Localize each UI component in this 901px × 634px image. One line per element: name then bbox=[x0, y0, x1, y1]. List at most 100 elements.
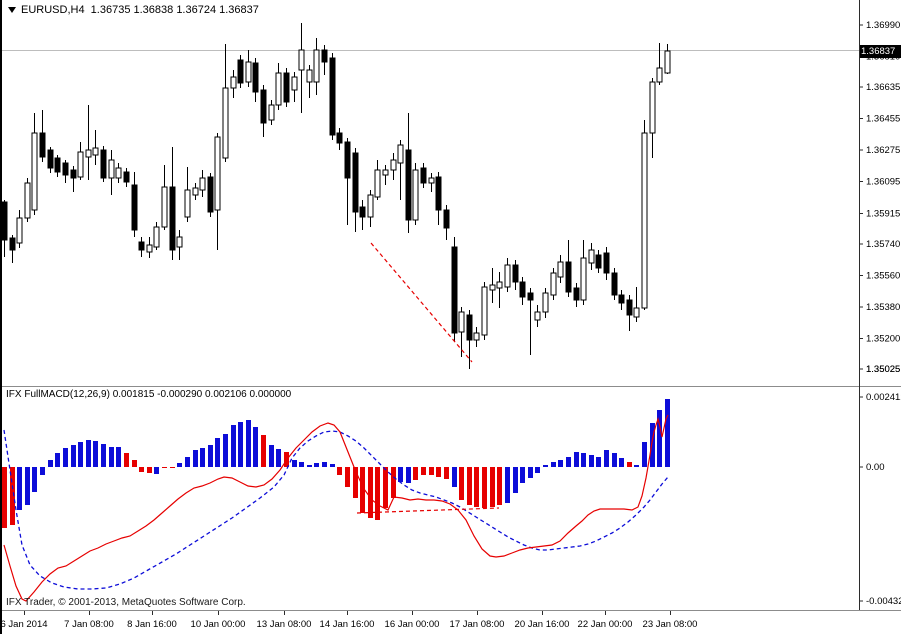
macd-bar bbox=[276, 449, 281, 467]
macd-bar bbox=[459, 467, 464, 501]
macd-bar bbox=[253, 427, 258, 467]
candlestick bbox=[252, 57, 259, 103]
candlestick bbox=[47, 147, 54, 173]
candlestick bbox=[374, 160, 381, 200]
candle-body bbox=[153, 226, 160, 248]
candle-body bbox=[230, 76, 237, 89]
macd-bar bbox=[10, 467, 15, 525]
candlestick bbox=[184, 167, 191, 222]
candle-body bbox=[466, 314, 473, 341]
macd-bar bbox=[116, 447, 121, 467]
candlestick bbox=[153, 222, 160, 250]
candlestick bbox=[230, 70, 237, 98]
candle-body bbox=[260, 89, 267, 124]
candle-body bbox=[237, 59, 244, 84]
macd-bar bbox=[581, 453, 586, 467]
candle-body bbox=[473, 332, 480, 341]
macd-bar bbox=[269, 444, 274, 467]
macd-bar bbox=[642, 442, 647, 467]
candle-body bbox=[62, 162, 69, 176]
date-label: 22 Jan 00:00 bbox=[578, 619, 633, 630]
date-label: 6 Jan 2014 bbox=[2, 619, 48, 630]
macd-bar bbox=[619, 458, 624, 467]
candlestick bbox=[573, 283, 580, 307]
macd-bar bbox=[383, 467, 388, 508]
macd-bar bbox=[55, 453, 60, 467]
candlestick bbox=[77, 142, 84, 180]
triangle-down-icon[interactable] bbox=[8, 7, 16, 13]
candle-body bbox=[451, 246, 458, 334]
candle-body bbox=[618, 294, 625, 304]
candlestick bbox=[626, 295, 633, 331]
candle-body bbox=[595, 254, 602, 269]
candlestick bbox=[24, 178, 31, 222]
macd-bar bbox=[261, 435, 266, 467]
candle-body bbox=[649, 81, 656, 134]
price-axis-label: 1.35915 bbox=[866, 208, 900, 219]
macd-bar bbox=[2, 467, 7, 528]
candle-body bbox=[405, 149, 412, 221]
macd-bar bbox=[452, 467, 457, 488]
candlestick bbox=[451, 236, 458, 342]
candle-body bbox=[306, 69, 313, 83]
macd-axis-label: 0.00 bbox=[866, 462, 885, 473]
candlestick bbox=[473, 326, 480, 348]
candle-body bbox=[412, 169, 419, 221]
candle-body bbox=[2, 201, 8, 241]
candlestick bbox=[542, 288, 549, 318]
macd-bar bbox=[200, 448, 205, 467]
macd-bar bbox=[513, 467, 518, 493]
candle-body bbox=[138, 241, 145, 251]
macd-bar bbox=[528, 467, 533, 479]
candlestick bbox=[504, 257, 511, 292]
macd-bar bbox=[589, 455, 594, 467]
macd-bar bbox=[474, 467, 479, 507]
candlestick bbox=[207, 173, 214, 217]
candlestick bbox=[512, 260, 519, 290]
candle-body bbox=[504, 264, 511, 288]
candle-body bbox=[329, 57, 336, 136]
macd-bar bbox=[223, 433, 228, 467]
candlestick bbox=[237, 54, 244, 88]
macd-bar bbox=[40, 467, 45, 475]
price-axis-label: 1.35025 bbox=[866, 364, 900, 375]
candlestick bbox=[664, 43, 671, 74]
price-axis-label: 1.36455 bbox=[866, 114, 900, 125]
candlestick bbox=[519, 277, 526, 305]
candlestick bbox=[565, 240, 572, 297]
candlestick bbox=[275, 63, 282, 110]
copyright-label: IFX Trader, © 2001-2013, MetaQuotes Soft… bbox=[6, 597, 246, 608]
candlestick bbox=[161, 164, 168, 230]
candlestick bbox=[70, 166, 77, 193]
candlestick bbox=[92, 129, 99, 165]
candlestick bbox=[222, 43, 229, 162]
candlestick bbox=[245, 50, 252, 87]
date-label: 10 Jan 00:00 bbox=[191, 619, 246, 630]
candlestick bbox=[618, 290, 625, 310]
candlestick bbox=[108, 150, 115, 196]
macd-bar bbox=[551, 462, 556, 467]
candle-body bbox=[359, 206, 366, 218]
price-axis-labels: 1.369901.368101.366351.364551.362751.360… bbox=[859, 20, 900, 375]
candle-body bbox=[557, 261, 564, 278]
macd-bar bbox=[330, 464, 335, 467]
candlestick bbox=[268, 100, 275, 125]
candle-body bbox=[527, 292, 534, 301]
candlestick bbox=[169, 147, 176, 260]
candlestick-series bbox=[2, 23, 671, 369]
macd-bar bbox=[657, 410, 662, 467]
candlestick bbox=[321, 45, 328, 75]
macd-bar bbox=[162, 467, 167, 468]
candlestick bbox=[611, 267, 618, 300]
price-trendline-red-dashed bbox=[370, 242, 473, 363]
macd-bar bbox=[612, 453, 617, 467]
macd-bar bbox=[482, 467, 487, 508]
candlestick bbox=[2, 200, 8, 257]
macd-bar bbox=[391, 467, 396, 498]
macd-bar bbox=[505, 467, 510, 503]
candle-body bbox=[367, 194, 374, 218]
macd-bar bbox=[25, 467, 30, 506]
macd-bar bbox=[596, 457, 601, 467]
candle-body bbox=[397, 144, 404, 164]
